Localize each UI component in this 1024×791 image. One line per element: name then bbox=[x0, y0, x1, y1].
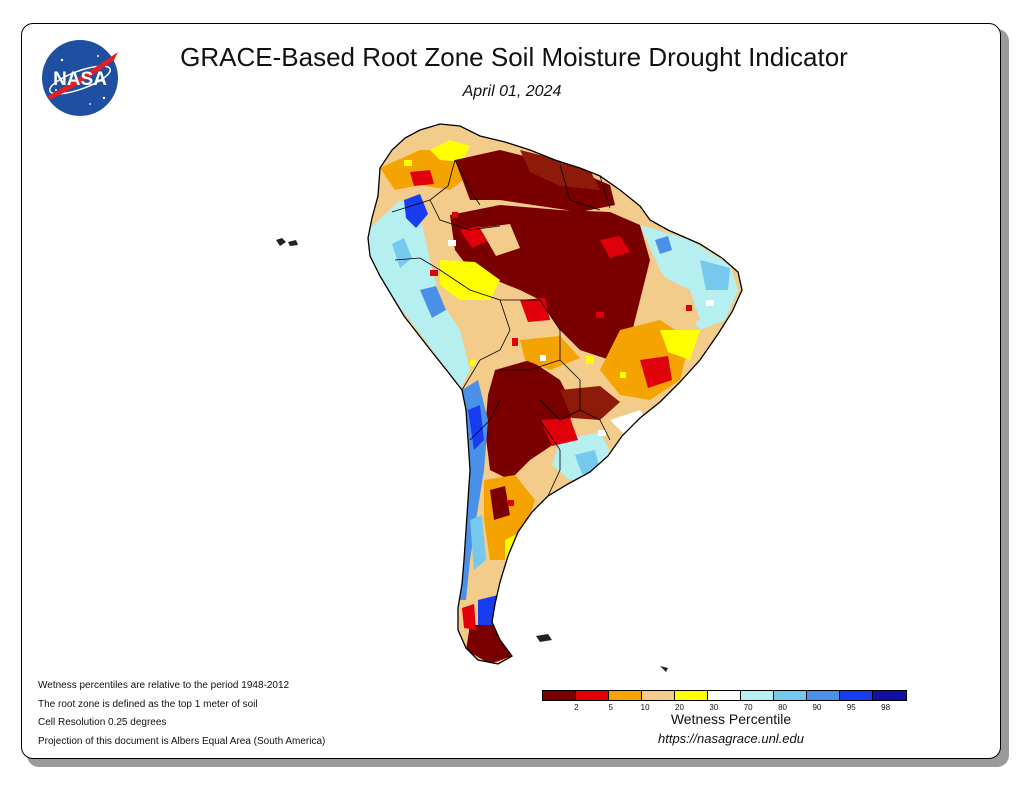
legend-swatch bbox=[576, 691, 609, 700]
note-period: Wetness percentiles are relative to the … bbox=[38, 680, 290, 691]
legend-title: Wetness Percentile bbox=[670, 711, 792, 727]
legend-swatch bbox=[807, 691, 840, 700]
legend-tick-label: 98 bbox=[881, 703, 891, 712]
legend-tick-label: 2 bbox=[574, 703, 579, 712]
legend-swatch bbox=[609, 691, 642, 700]
legend-swatch bbox=[741, 691, 774, 700]
legend-tick-label: 90 bbox=[812, 703, 822, 712]
source-url[interactable]: https://nasagrace.unl.edu bbox=[658, 731, 804, 746]
legend-swatch bbox=[774, 691, 807, 700]
note-root-zone: The root zone is defined as the top 1 me… bbox=[38, 698, 258, 710]
map-date: April 01, 2024 bbox=[462, 83, 562, 100]
notes-block: Wetness percentiles are relative to the … bbox=[38, 677, 325, 751]
legend-tick-label: 5 bbox=[608, 703, 613, 712]
nasa-logo-icon: NASA bbox=[42, 40, 118, 116]
legend-ticks: 2 5 10 20 30 70 80 90 95 98 bbox=[542, 703, 920, 715]
legend-tick-label: 10 bbox=[640, 703, 650, 712]
svg-text:NASA: NASA bbox=[53, 69, 107, 90]
legend-color-bar bbox=[542, 690, 907, 701]
legend-swatch bbox=[873, 691, 906, 700]
legend-tick-label: 95 bbox=[846, 703, 856, 712]
legend-tick-label: 20 bbox=[675, 703, 684, 712]
legend-swatch bbox=[708, 691, 741, 700]
note-projection: Projection of this document is Albers Eq… bbox=[38, 735, 326, 747]
note-resolution: Cell Resolution 0.25 degrees bbox=[38, 717, 167, 728]
legend-swatch bbox=[642, 691, 675, 700]
legend-swatch bbox=[840, 691, 873, 700]
legend-swatch bbox=[675, 691, 708, 700]
legend-tick-label: 70 bbox=[743, 703, 753, 712]
legend-tick-label: 30 bbox=[709, 703, 719, 712]
map-title: GRACE-Based Root Zone Soil Moisture Drou… bbox=[180, 42, 848, 72]
legend-tick-label: 80 bbox=[778, 703, 787, 712]
legend-swatch bbox=[543, 691, 576, 700]
